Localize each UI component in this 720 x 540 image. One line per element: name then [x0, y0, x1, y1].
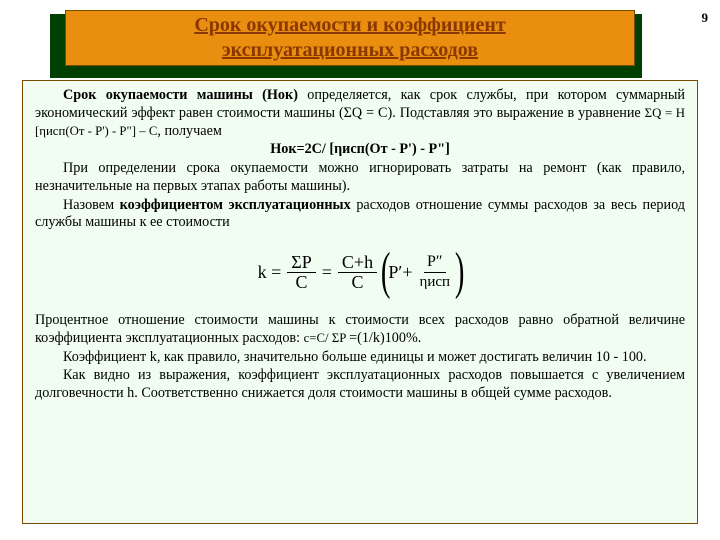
formula-frac2-num: C+h	[338, 253, 377, 273]
para-1-bold: Срок окупаемости машины (Нок)	[63, 87, 298, 103]
para-5: Коэффициент k, как правило, значительно …	[35, 349, 685, 367]
para-1-text-c: , получаем	[157, 123, 221, 139]
formula-frac1-num: ΣP	[287, 253, 316, 273]
formula-p1: P′+	[388, 261, 412, 284]
para-4: Процентное отношение стоимости машины к …	[35, 312, 685, 348]
para-3-bold: коэффициентом эксплуатационных	[120, 197, 351, 213]
formula-inner-num: P″	[424, 252, 446, 273]
formula-frac2-den: C	[347, 273, 367, 292]
para-6: Как видно из выражения, коэффициент эксп…	[35, 367, 685, 403]
title-line-2: эксплуатационных расходов	[70, 38, 630, 63]
formula-inner-frac: P″ ηисп	[417, 252, 454, 292]
para-3-a: Назовем	[63, 197, 120, 213]
paren-right-icon: )	[455, 246, 465, 298]
header-box: Срок окупаемости и коэффициент эксплуата…	[65, 10, 635, 66]
formula-frac1-den: C	[291, 273, 311, 292]
formula-frac-2: C+h C	[338, 253, 377, 292]
formula-eq2: =	[322, 261, 332, 284]
formula-1: Нок=2C/ [ηисп(От - Р') - Р"]	[35, 141, 685, 159]
paren-left-icon: (	[381, 246, 391, 298]
para-2: При определении срока окупаемости можно …	[35, 160, 685, 196]
formula-k-label: k =	[258, 261, 282, 284]
formula-paren-group: ( P′+ P″ ηисп )	[383, 246, 462, 298]
body-box: Срок окупаемости машины (Нок) определяет…	[22, 80, 698, 524]
formula-inner-den: ηисп	[417, 273, 454, 292]
slide: 9 Срок окупаемости и коэффициент эксплуа…	[0, 0, 720, 540]
page-number: 9	[702, 10, 709, 26]
para-4-eq: c=C/ ΣP	[304, 331, 349, 345]
title-line-1: Срок окупаемости и коэффициент	[70, 13, 630, 38]
formula-frac-1: ΣP C	[287, 253, 316, 292]
para-1: Срок окупаемости машины (Нок) определяет…	[35, 87, 685, 140]
para-3: Назовем коэффициентом эксплуатационных р…	[35, 197, 685, 233]
formula-k: k = ΣP C = C+h C ( P′+ P″ ηисп	[35, 236, 685, 308]
para-4-b: =(1/k)100%.	[349, 330, 421, 346]
